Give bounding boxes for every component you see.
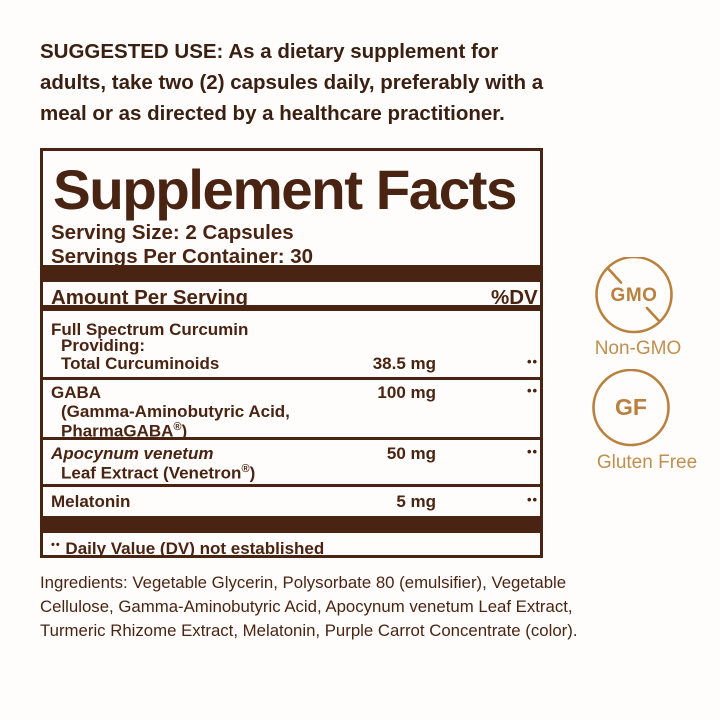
svg-text:GF: GF	[615, 394, 647, 420]
svg-text:GMO: GMO	[611, 285, 658, 306]
